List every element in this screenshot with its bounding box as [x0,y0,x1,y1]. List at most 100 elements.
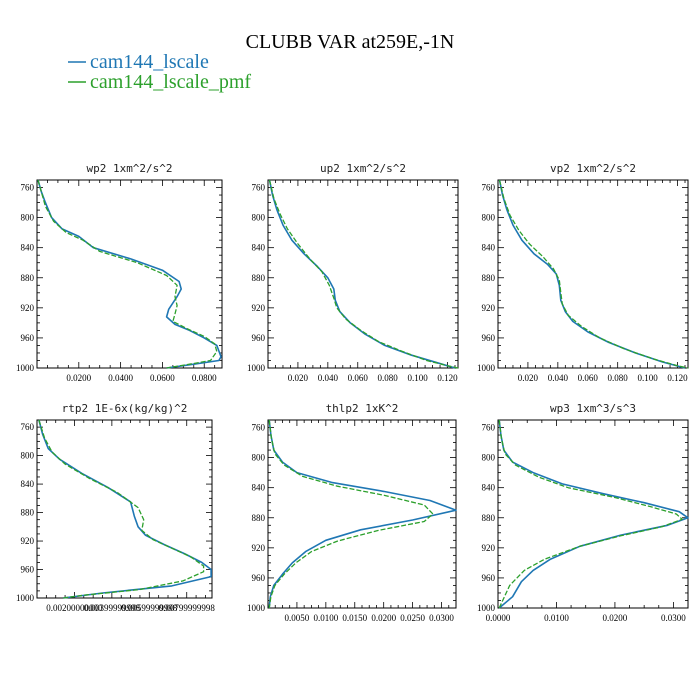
y-tick-label: 960 [482,333,496,343]
y-tick-label: 880 [21,273,35,283]
subplot-3: vp2 1xm^2/s^2 760 800 840 880 920 960 1000 0.020… [477,162,689,383]
subplot-title: vp2 1xm^2/s^2 [550,162,636,175]
series-line-lscale [268,179,456,369]
x-tick-label: 0.0200 [371,613,396,623]
y-tick-label: 920 [21,536,35,546]
plot-frame [497,419,689,609]
x-tick-label: 0.100 [637,373,658,383]
y-tick-label: 880 [21,508,35,518]
series-line-lscale [268,419,457,609]
x-tick-label: 0.00599999998 [121,603,178,613]
x-tick-label: 0.0150 [342,613,367,623]
y-tick-label: 840 [252,243,266,253]
y-tick-label: 1000 [247,603,266,613]
x-tick-label: 0.040 [318,373,339,383]
x-tick-label: 0.080 [378,373,399,383]
x-tick-label: 0.060 [578,373,599,383]
y-tick-label: 840 [252,483,266,493]
plot-frame [267,179,459,369]
x-tick-label: 0.0200 [66,373,91,383]
x-tick-label: 0.00200000000 [46,603,103,613]
legend-label-lscale-pmf: cam144_lscale_pmf [90,71,251,93]
x-tick-label: 0.0100 [544,613,569,623]
x-tick-label: 0.080 [608,373,629,383]
series-line-lscale-pmf [498,419,683,609]
y-tick-label: 880 [482,513,496,523]
legend-entry-lscale: cam144_lscale [68,51,209,73]
x-tick-label: 0.020 [518,373,539,383]
x-tick-label: 0.00799999998 [159,603,216,613]
series-line-lscale-pmf [38,419,205,599]
figure-title: CLUBB VAR at259E,-1N [246,31,455,53]
y-tick-label: 960 [21,565,35,575]
subplot-title: up2 1xm^2/s^2 [320,162,406,175]
x-tick-label: 0.0600 [150,373,175,383]
series-line-lscale-pmf [268,179,459,369]
y-tick-label: 800 [482,453,496,463]
y-tick-label: 840 [482,483,496,493]
subplot-6: wp3 1xm^3/s^3 760 800 840 880 920 960 10000.000… [477,402,689,623]
x-tick-label: 0.00399999998 [84,603,141,613]
x-tick-label: 0.040 [548,373,569,383]
series-line-lscale-pmf [268,419,434,609]
y-tick-label: 960 [21,333,35,343]
y-tick-label: 1000 [477,603,496,613]
y-tick-label: 960 [482,573,496,583]
series-line-lscale [498,419,689,609]
x-tick-label: 0.0400 [108,373,133,383]
y-tick-label: 1000 [477,363,496,373]
series-line-lscale-pmf [37,179,218,369]
x-tick-label: 0.0800 [192,373,217,383]
y-tick-label: 840 [21,243,35,253]
y-tick-label: 880 [252,513,266,523]
y-tick-label: 920 [21,303,35,313]
y-tick-label: 840 [482,243,496,253]
plot-frame [267,419,457,609]
y-tick-label: 760 [482,423,496,433]
subplot-title: thlp2 1xK^2 [326,402,399,415]
y-tick-label: 800 [482,213,496,223]
series-line-lscale [38,419,212,599]
y-tick-label: 920 [482,303,496,313]
legend-entry-lscale-pmf: cam144_lscale_pmf [68,71,251,93]
y-tick-label: 920 [252,543,266,553]
plot-frame [497,179,689,369]
subplot-5: thlp2 1xK^2 760 800 840 880 920 960 1000 0.0050 0… [247,402,457,623]
x-tick-label: 0.020 [288,373,309,383]
x-tick-label: 0.0300 [661,613,686,623]
x-tick-label: 0.0050 [285,613,310,623]
y-tick-label: 840 [21,479,35,489]
y-tick-label: 880 [482,273,496,283]
x-tick-label: 0.0300 [429,613,454,623]
x-tick-label: 0.0000 [486,613,511,623]
y-tick-label: 800 [21,213,35,223]
subplot-title: wp2 1xm^2/s^2 [86,162,172,175]
x-tick-label: 0.120 [667,373,688,383]
x-tick-label: 0.060 [348,373,369,383]
y-tick-label: 1000 [16,593,35,603]
y-tick-label: 760 [21,183,35,193]
y-tick-label: 800 [252,213,266,223]
x-tick-label: 0.120 [437,373,458,383]
subplot-2: up2 1xm^2/s^2 760 800 840 880 920 960 1000 0.020… [247,162,459,383]
subplot-title: rtp2 1E-6x(kg/kg)^2 [62,402,188,415]
y-tick-label: 960 [252,333,266,343]
series-line-lscale [37,179,222,369]
y-tick-label: 1000 [16,363,35,373]
x-tick-label: 0.100 [407,373,428,383]
x-tick-label: 0.0250 [400,613,425,623]
y-tick-label: 760 [482,183,496,193]
series-line-lscale-pmf [498,179,689,369]
y-tick-label: 920 [482,543,496,553]
y-tick-label: 1000 [247,363,266,373]
y-tick-label: 760 [252,423,266,433]
y-tick-label: 960 [252,573,266,583]
y-tick-label: 760 [21,422,35,432]
subplot-1: wp2 1xm^2/s^2 760 800 840 880 920 960 1000 0.020… [16,162,223,383]
plot-frame [36,179,223,369]
series-line-lscale [498,179,686,369]
y-tick-label: 800 [252,453,266,463]
y-tick-label: 800 [21,451,35,461]
subplot-4: rtp2 1E-6x(kg/kg)^2 760 800 840 880 920 960 100… [16,402,215,613]
